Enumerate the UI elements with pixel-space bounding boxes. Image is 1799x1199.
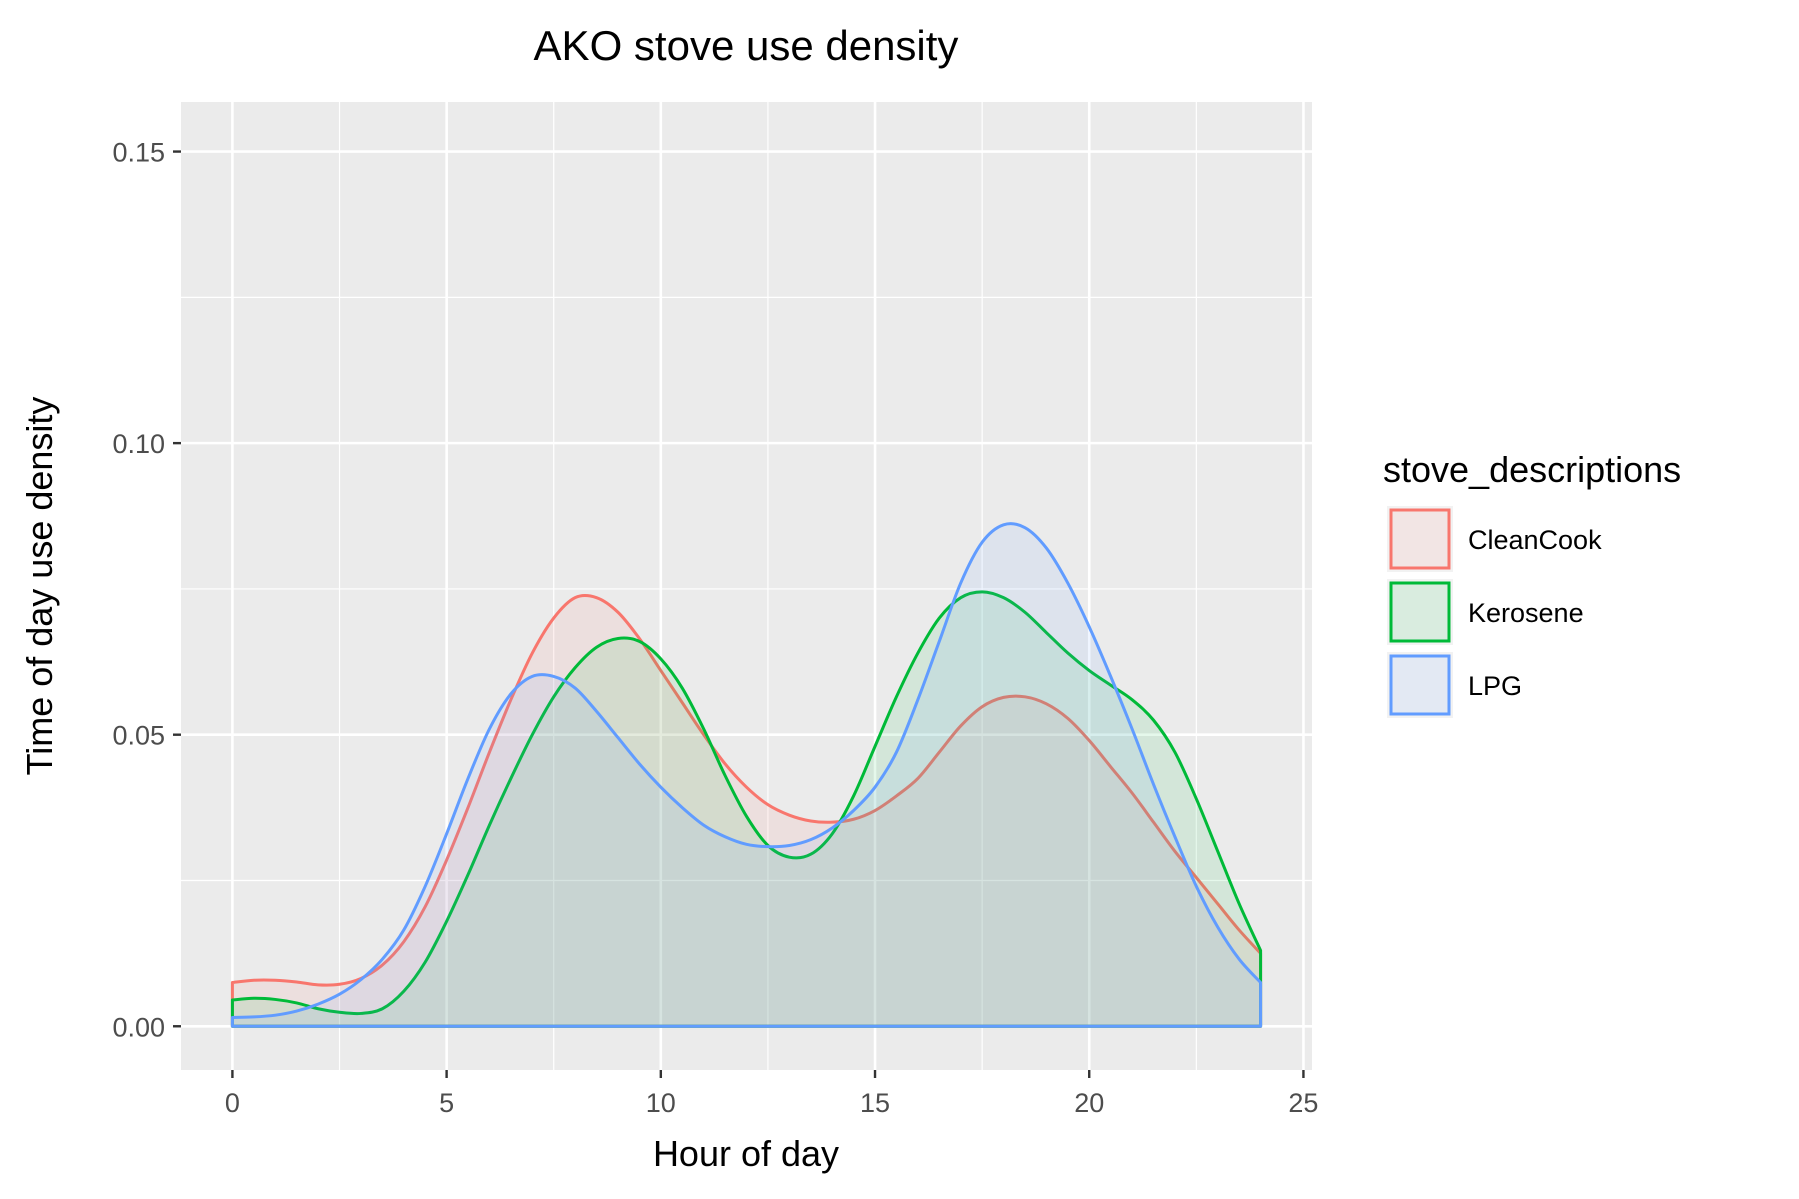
legend-label-lpg: LPG bbox=[1468, 671, 1522, 701]
y-tick-label: 0.05 bbox=[112, 721, 165, 751]
y-tick-label: 0.10 bbox=[112, 429, 165, 459]
minor-grid bbox=[181, 102, 1312, 1070]
y-axis: 0.00 0.05 0.10 0.15 bbox=[112, 138, 181, 1042]
legend-swatch-lpg bbox=[1389, 654, 1451, 716]
legend: stove_descriptions CleanCook Kerosene LPG bbox=[1383, 449, 1681, 718]
legend-label-cleancook: CleanCook bbox=[1468, 525, 1602, 555]
density-area-kerosene bbox=[230, 590, 1263, 1028]
x-tick-label: 0 bbox=[225, 1088, 240, 1118]
density-areas bbox=[230, 522, 1263, 1028]
legend-key-background bbox=[1387, 652, 1453, 718]
x-tick-label: 5 bbox=[439, 1088, 454, 1118]
density-area-lpg bbox=[230, 522, 1263, 1028]
x-axis: 0 5 10 15 20 25 bbox=[225, 1070, 1318, 1118]
legend-item-lpg: LPG bbox=[1387, 652, 1522, 718]
y-tick-label: 0.00 bbox=[112, 1012, 165, 1042]
legend-key-background bbox=[1387, 506, 1453, 572]
legend-swatch-kerosene bbox=[1389, 581, 1451, 643]
x-tick-label: 20 bbox=[1074, 1088, 1104, 1118]
panel-background bbox=[181, 102, 1312, 1070]
legend-key-background bbox=[1387, 579, 1453, 645]
x-tick-label: 25 bbox=[1288, 1088, 1318, 1118]
legend-item-kerosene: Kerosene bbox=[1387, 579, 1584, 645]
x-tick-label: 15 bbox=[860, 1088, 890, 1118]
density-area-cleancook bbox=[230, 593, 1263, 1028]
legend-swatch-cleancook bbox=[1389, 508, 1451, 570]
x-tick-label: 10 bbox=[646, 1088, 676, 1118]
chart-title: AKO stove use density bbox=[534, 22, 959, 69]
legend-item-cleancook: CleanCook bbox=[1387, 506, 1602, 572]
y-axis-title: Time of day use density bbox=[19, 397, 60, 776]
x-axis-title: Hour of day bbox=[653, 1133, 839, 1174]
legend-title: stove_descriptions bbox=[1383, 449, 1681, 490]
legend-items: CleanCook Kerosene LPG bbox=[1387, 506, 1602, 718]
y-tick-label: 0.15 bbox=[112, 138, 165, 168]
legend-label-kerosene: Kerosene bbox=[1468, 598, 1584, 628]
